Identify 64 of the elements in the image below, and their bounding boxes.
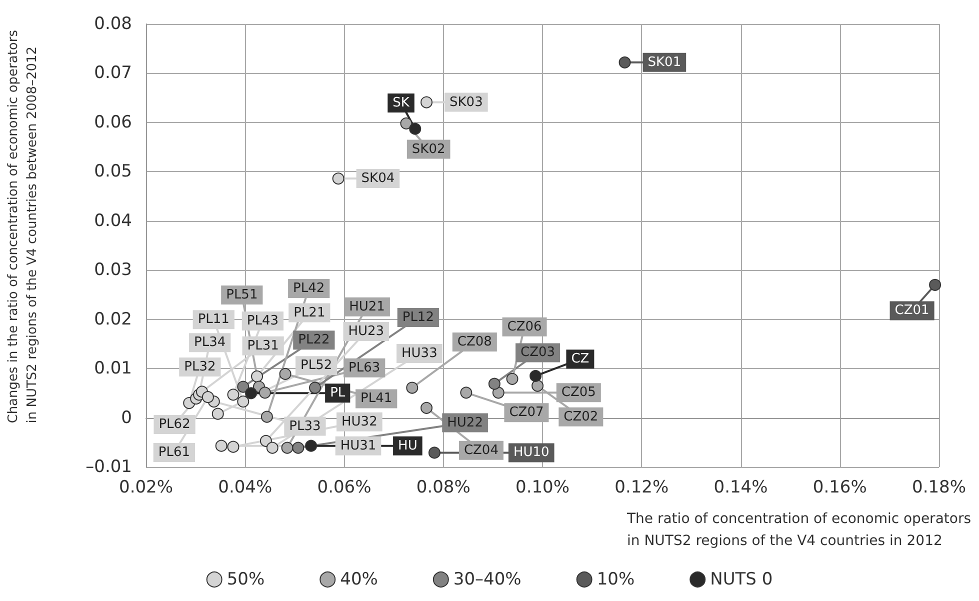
- annotation: SK04: [361, 171, 395, 186]
- y-tick-label: 0.07: [94, 63, 132, 84]
- annotation: PL51: [226, 287, 258, 302]
- annotation: CZ: [571, 352, 590, 367]
- annotation: SK: [392, 95, 410, 110]
- annotation: CZ07: [509, 405, 544, 420]
- annotation: PL43: [246, 313, 279, 328]
- annotation: CZ06: [507, 319, 542, 334]
- annotation: PL11: [198, 312, 230, 328]
- annotation: SK02: [412, 142, 446, 157]
- annotation: CZ04: [464, 442, 498, 458]
- annotation: HU: [398, 438, 418, 454]
- annotation: HU23: [348, 324, 384, 339]
- x-tick-label: 0.14%: [714, 478, 768, 498]
- annotation: HU21: [349, 299, 385, 314]
- y-tick-label: 0.03: [94, 260, 132, 280]
- legend-label: 10%: [596, 570, 635, 590]
- x-tick-label: 0.08%: [416, 478, 470, 498]
- x-tick-label: 0.10%: [515, 478, 570, 498]
- annotation: PL33: [289, 418, 321, 434]
- legend-label: 50%: [226, 570, 265, 590]
- annotation: PL63: [348, 360, 380, 376]
- y-tick-label: 0: [121, 408, 132, 428]
- legend-label: 40%: [340, 570, 378, 590]
- annotation: CZ03: [520, 345, 556, 360]
- annotation: PL61: [158, 445, 190, 460]
- x-tick-label: 0.04%: [218, 478, 272, 498]
- annotation: PL12: [402, 310, 434, 326]
- annotation: PL31: [247, 338, 279, 354]
- annotation: PL21: [294, 305, 326, 320]
- legend-label: 30–40%: [453, 570, 522, 590]
- legend-label: NUTS 0: [710, 570, 773, 590]
- annotation: CZ01: [894, 303, 930, 318]
- annotation: PL: [330, 386, 346, 401]
- y-tick-label: 0.05: [94, 162, 132, 182]
- annotation: PL52: [300, 358, 332, 374]
- y-axis-title: Changes in the ratio of concentration of economic operators in NUTS2 regions of the V4 countries between 2008–2012: [6, 30, 40, 424]
- annotation: PL62: [158, 416, 190, 432]
- annotation: HU33: [402, 346, 438, 361]
- y-tick-label: –0.01: [86, 457, 132, 477]
- annotation: CZ02: [564, 409, 598, 424]
- y-tick-label: 0.08: [94, 14, 132, 34]
- annotation: PL34: [194, 335, 226, 350]
- annotation: HU22: [447, 415, 483, 430]
- annotation: PL41: [360, 391, 392, 406]
- annotation: CZ05: [561, 385, 596, 400]
- annotation: HU32: [342, 414, 378, 430]
- annotation: CZ08: [457, 334, 492, 350]
- annotation: SK01: [648, 54, 682, 70]
- y-tick-label: 0.06: [94, 112, 132, 132]
- x-tick-label: 0.16%: [812, 478, 867, 498]
- y-tick-label: 0.04: [94, 210, 132, 231]
- x-tick-label: 0.06%: [317, 478, 372, 498]
- annotation: HU10: [513, 445, 550, 460]
- x-axis-title: The ratio of concentration of economic operators in NUTS2 regions of the V4 countries in 2012: [626, 511, 972, 549]
- annotation: PL42: [293, 281, 325, 296]
- x-tick-label: 0.12%: [614, 478, 669, 498]
- annotation: PL22: [298, 332, 330, 348]
- x-tick-label: 0.02%: [118, 478, 174, 498]
- y-tick-label: 0.02: [94, 309, 132, 330]
- x-tick-label: 0.18%: [912, 478, 966, 498]
- y-tick-label: 0.01: [94, 358, 132, 379]
- annotation: SK03: [450, 94, 483, 110]
- annotation: HU31: [340, 438, 376, 454]
